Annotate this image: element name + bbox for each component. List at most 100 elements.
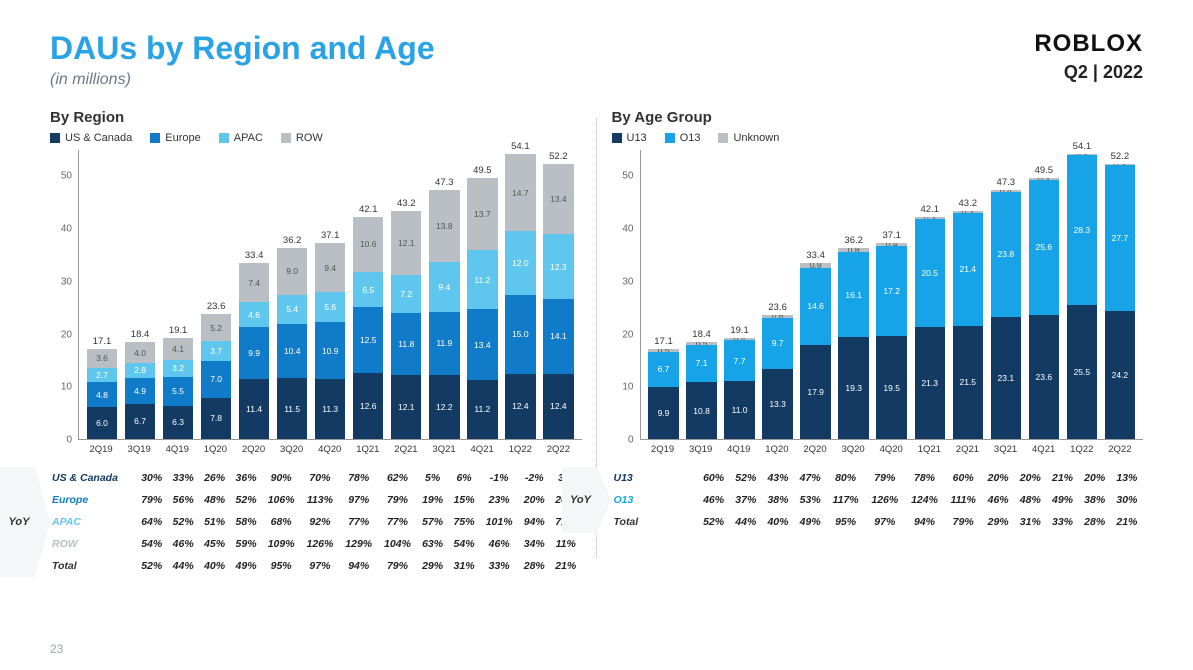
bar-segment: 2.7	[87, 368, 117, 382]
yoy-cell: 78%	[339, 467, 378, 489]
bar-column: 19.111.07.70.4	[721, 150, 759, 439]
yoy-cell: 21%	[1046, 467, 1078, 489]
yoy-row-label: Total	[612, 511, 698, 533]
x-label: 4Q21	[463, 444, 501, 455]
bar-segment: 6.5	[353, 272, 383, 306]
bar-segment: 10.6	[353, 217, 383, 273]
stacked-bar: 12.211.99.413.8	[429, 190, 459, 439]
legend-label: ROW	[296, 132, 323, 144]
bar-total-label: 37.1	[321, 230, 340, 241]
yoy-cell: 78%	[905, 467, 945, 489]
y-tick: 50	[61, 171, 72, 182]
bar-total-label: 43.2	[959, 198, 978, 209]
bar-segment: 12.1	[391, 375, 421, 439]
yoy-cell: 92%	[301, 511, 340, 533]
bar-segment: 24.2	[1105, 311, 1135, 439]
yoy-cell: 97%	[301, 555, 340, 577]
bar-segment: 23.1	[991, 317, 1021, 439]
bar-segment: 14.6	[800, 268, 830, 345]
bar-column: 17.19.96.70.5	[645, 150, 683, 439]
y-tick: 20	[622, 329, 633, 340]
yoy-cell: 106%	[262, 489, 301, 511]
bar-segment: 12.5	[353, 307, 383, 373]
bar-segment: 12.2	[429, 375, 459, 439]
yoy-cell: 43%	[762, 467, 794, 489]
bar-segment: 12.1	[391, 211, 421, 275]
bar-segment: 6.3	[163, 406, 193, 439]
bar-segment: 4.8	[87, 382, 117, 407]
yoy-row: Total52%44%40%49%95%97%94%79%29%31%33%28…	[50, 555, 582, 577]
bar-total-label: 42.1	[920, 204, 939, 215]
age-y-axis: 01020304050	[612, 150, 640, 440]
yoy-cell: 129%	[339, 533, 378, 555]
bar-segment: 11.2	[467, 250, 497, 309]
bar-total-label: 52.2	[549, 151, 568, 162]
bar-segment: 9.9	[239, 327, 269, 379]
yoy-cell: 126%	[865, 489, 905, 511]
x-label: 1Q21	[910, 444, 948, 455]
stacked-bar: 6.35.53.24.1	[163, 338, 193, 439]
stacked-bar: 10.87.10.5	[686, 342, 716, 439]
yoy-cell: 52%	[730, 467, 762, 489]
stacked-bar: 11.49.94.67.4	[239, 263, 269, 439]
bar-total-label: 54.1	[1073, 141, 1092, 152]
age-plot: 17.19.96.70.518.410.87.10.519.111.07.70.…	[640, 150, 1144, 440]
bar-column: 54.112.415.012.014.7	[501, 150, 539, 439]
yoy-cell: 33%	[167, 467, 198, 489]
legend-item: U13	[612, 132, 647, 144]
bar-segment: 14.1	[543, 299, 573, 373]
bar-segment: 7.4	[239, 263, 269, 302]
x-label: 3Q20	[834, 444, 872, 455]
bar-total-label: 47.3	[435, 177, 454, 188]
region-title: By Region	[50, 109, 582, 126]
legend-item: Unknown	[718, 132, 779, 144]
legend-item: US & Canada	[50, 132, 132, 144]
yoy-cell: 49%	[1046, 489, 1078, 511]
bar-segment: 17.2	[876, 246, 906, 337]
x-label: 2Q20	[234, 444, 272, 455]
bar-segment: 11.0	[724, 381, 754, 439]
bar-segment: 3.6	[87, 349, 117, 368]
bar-total-label: 47.3	[997, 177, 1016, 188]
bar-segment: 9.9	[648, 387, 678, 439]
age-x-labels: 2Q193Q194Q191Q202Q203Q204Q201Q212Q213Q21…	[612, 440, 1144, 455]
yoy-cell: 29%	[417, 555, 448, 577]
stacked-bar: 24.227.70.3	[1105, 164, 1135, 439]
bar-segment: 6.7	[125, 404, 155, 439]
y-tick: 20	[61, 329, 72, 340]
yoy-cell: 11%	[550, 533, 582, 555]
bar-segment: 17.9	[800, 345, 830, 439]
stacked-bar: 11.213.411.213.7	[467, 178, 497, 439]
yoy-cell: 20%	[1014, 467, 1046, 489]
yoy-cell: 101%	[480, 511, 519, 533]
bar-total-label: 49.5	[1035, 165, 1054, 176]
bar-segment: 5.4	[277, 295, 307, 323]
x-label: 4Q19	[158, 444, 196, 455]
charts-row: By Region US & CanadaEuropeAPACROW 01020…	[50, 109, 1143, 577]
stacked-bar: 21.521.40.3	[953, 211, 983, 439]
stacked-bar: 11.510.45.49.0	[277, 248, 307, 439]
bar-column: 18.410.87.10.5	[683, 150, 721, 439]
bar-segment: 7.1	[686, 345, 716, 382]
bar-column: 19.16.35.53.24.1	[159, 150, 197, 439]
bar-column: 33.411.49.94.67.4	[235, 150, 273, 439]
logo-block: ROBLOX Q2 | 2022	[1034, 30, 1143, 83]
bar-segment: 14.7	[505, 154, 535, 232]
yoy-cell: 52%	[136, 555, 167, 577]
bar-segment: 3.7	[201, 341, 231, 361]
yoy-row: APAC64%52%51%58%68%92%77%77%57%75%101%94…	[50, 511, 582, 533]
yoy-cell: 33%	[480, 555, 519, 577]
yoy-cell: 60%	[944, 467, 982, 489]
bar-segment: 25.5	[1067, 305, 1097, 439]
yoy-cell: 53%	[794, 489, 826, 511]
bar-total-label: 23.6	[207, 301, 226, 312]
legend-swatch	[219, 133, 229, 143]
x-label: 1Q20	[758, 444, 796, 455]
bar-segment: 11.2	[467, 380, 497, 439]
bar-segment: 23.6	[1029, 315, 1059, 439]
yoy-cell: 94%	[339, 555, 378, 577]
stacked-bar: 11.310.95.69.4	[315, 243, 345, 439]
subtitle: (in millions)	[50, 71, 435, 89]
yoy-row: U1360%52%43%47%80%79%78%60%20%20%21%20%1…	[612, 467, 1144, 489]
age-yoy-block: YoY U1360%52%43%47%80%79%78%60%20%20%21%…	[612, 467, 1144, 533]
